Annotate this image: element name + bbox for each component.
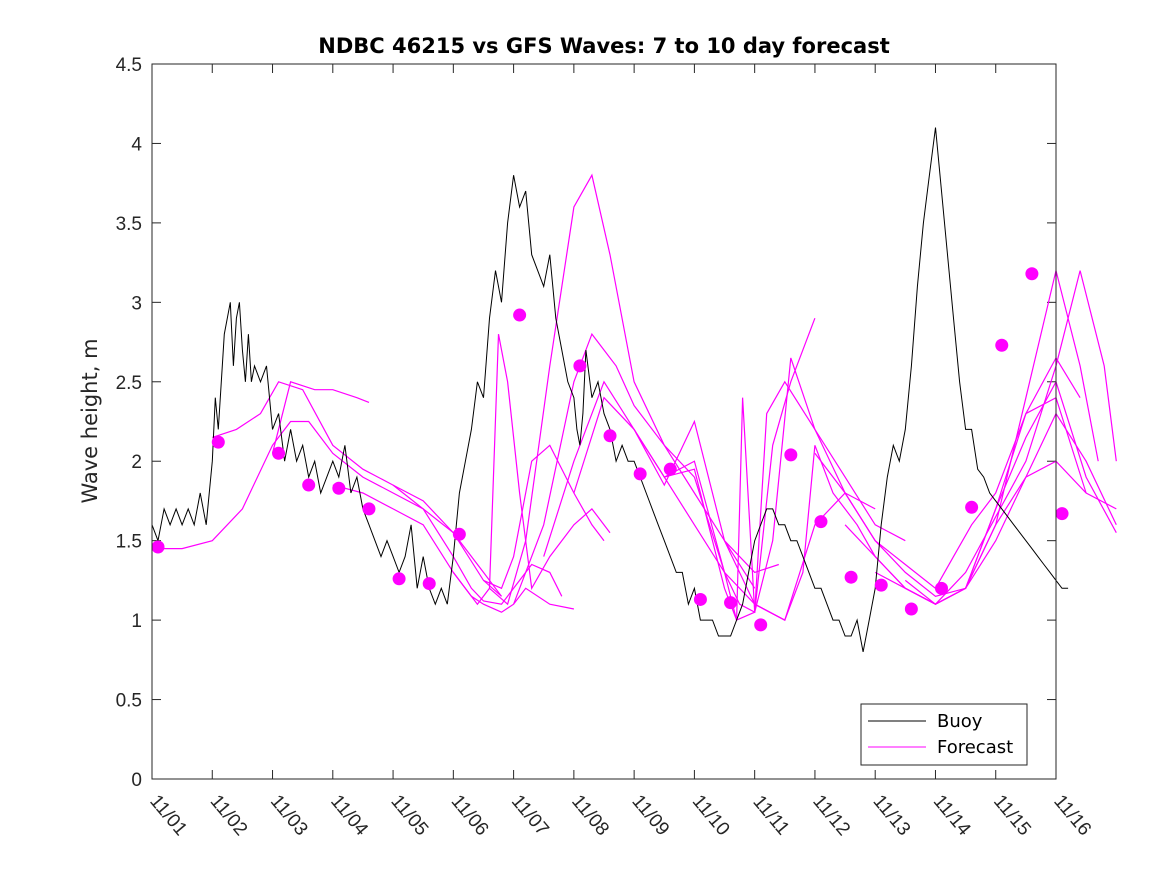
forecast-marker xyxy=(633,467,647,481)
plot-area xyxy=(152,64,1056,779)
forecast-marker xyxy=(513,308,527,322)
forecast-marker xyxy=(392,572,406,586)
legend-box xyxy=(860,703,1028,766)
forecast-line xyxy=(814,396,1087,590)
forecast-line xyxy=(489,173,695,606)
legend: Buoy Forecast xyxy=(860,703,1028,766)
forecast-marker xyxy=(724,596,738,610)
forecast-marker xyxy=(362,502,376,516)
forecast-line xyxy=(271,381,370,454)
forecast-marker xyxy=(844,570,858,584)
forecast-marker xyxy=(1025,267,1039,281)
y-tick-label: 2 xyxy=(131,452,142,473)
forecast-marker xyxy=(302,478,316,492)
forecast-marker xyxy=(211,435,225,449)
y-axis-label: Wave height, m xyxy=(78,338,102,503)
y-tick-label: 1 xyxy=(131,611,142,632)
forecast-marker xyxy=(814,515,828,529)
forecast-marker xyxy=(693,592,707,606)
forecast-marker xyxy=(573,359,587,373)
forecast-marker xyxy=(965,500,979,514)
forecast-marker xyxy=(904,602,918,616)
y-axis: 0 0.5 1 1.5 2 2.5 3 3.5 4 4.5 xyxy=(116,55,1056,791)
forecast-line xyxy=(874,270,1117,605)
forecast-line xyxy=(452,333,611,606)
buoy-line-group xyxy=(151,127,1069,652)
forecast-line xyxy=(754,356,1081,621)
forecast-line xyxy=(152,420,502,597)
plot-frame xyxy=(151,63,1057,780)
buoy-line xyxy=(151,127,1069,652)
y-tick-label: 0.5 xyxy=(116,691,142,712)
forecast-marker xyxy=(603,429,617,443)
y-tick-label: 0 xyxy=(131,770,142,791)
y-tick-label: 3.5 xyxy=(116,214,142,235)
forecast-marker xyxy=(995,338,1009,352)
forecast-line xyxy=(483,444,605,590)
forecast-marker xyxy=(934,581,948,595)
forecast-marker xyxy=(332,481,346,495)
forecast-line xyxy=(965,460,1117,589)
forecast-marker xyxy=(874,578,888,592)
forecast-marker xyxy=(754,618,768,632)
y-tick-label: 3 xyxy=(131,293,142,314)
y-tick-label: 4.5 xyxy=(116,55,142,76)
forecast-marker xyxy=(272,446,286,460)
legend-buoy-label: Buoy xyxy=(937,711,983,732)
chart-title: NDBC 46215 vs GFS Waves: 7 to 10 day for… xyxy=(318,34,889,58)
forecast-line xyxy=(332,484,575,613)
forecast-marker xyxy=(452,527,466,541)
forecast-marker xyxy=(422,577,436,591)
forecast-lines xyxy=(152,173,1117,621)
legend-forecast-label: Forecast xyxy=(937,737,1013,758)
forecast-marker xyxy=(1055,507,1069,521)
forecast-marker xyxy=(151,540,165,554)
forecast-markers xyxy=(151,267,1069,632)
forecast-line xyxy=(664,380,876,614)
y-tick-label: 4 xyxy=(131,134,142,155)
y-tick-label: 2.5 xyxy=(116,373,142,394)
forecast-line xyxy=(392,484,563,605)
y-tick-label: 1.5 xyxy=(116,532,142,553)
forecast-marker xyxy=(663,462,677,476)
forecast-marker xyxy=(784,448,798,462)
